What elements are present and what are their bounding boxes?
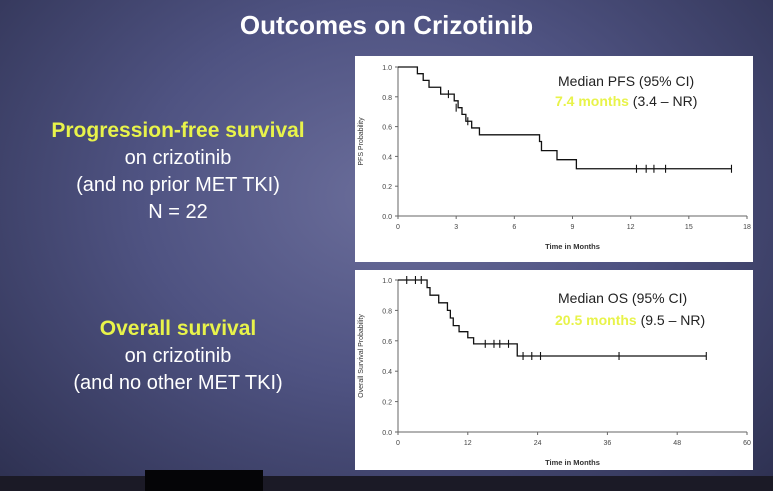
os-xtick-label: 60: [743, 440, 751, 447]
pfs-median-ci: (3.4 – NR): [629, 93, 697, 109]
os-xtick-label: 48: [673, 440, 681, 447]
projector-bottom-edge: [0, 476, 773, 491]
pfs-ytick-label: 0.2: [382, 184, 392, 191]
pfs-xtick-label: 6: [512, 224, 516, 231]
os-ytick-label: 0.8: [382, 308, 392, 315]
pfs-xtick-label: 18: [743, 224, 751, 231]
pfs-ytick-label: 0.8: [382, 95, 392, 102]
os-x-axis-label: Time in Months: [545, 458, 600, 467]
os-median-ci: (9.5 – NR): [637, 312, 705, 328]
pfs-xtick-label: 12: [627, 224, 635, 231]
os-heading: Overall survival: [99, 317, 257, 340]
os-ytick-label: 0.2: [382, 400, 392, 407]
os-line1: on crizotinib: [124, 345, 232, 367]
os-description: Overall survival on crizotinib (and no o…: [8, 315, 348, 397]
os-km-chart: 0.0 0.2 0.4 0.6 0.8 1.0 0 12 24 36 48 60 Time in Mon…: [355, 270, 753, 470]
os-xtick-label: 0: [396, 440, 400, 447]
pfs-xtick-label: 9: [571, 224, 575, 231]
pfs-heading: Progression-free survival: [51, 119, 305, 142]
os-km-curve: [398, 279, 707, 357]
pfs-xtick-label: 3: [454, 224, 458, 231]
pfs-km-chart: 0.0 0.2 0.4 0.6 0.8 1.0 0 3 6 9 12 15 18 Time in Mont…: [355, 56, 753, 262]
pfs-median-value: 7.4 months: [555, 93, 629, 109]
os-xtick-label: 24: [534, 440, 542, 447]
pfs-xtick-label: 15: [685, 224, 693, 231]
os-xtick-label: 36: [604, 440, 612, 447]
pfs-y-axis-label: PFS Probability: [358, 117, 365, 166]
os-ytick-label: 1.0: [382, 278, 392, 285]
pfs-median-line: 7.4 months (3.4 – NR): [555, 93, 697, 109]
pfs-ytick-label: 0.4: [382, 154, 392, 161]
pfs-panel-bg: [355, 56, 753, 262]
os-panel-bg: [355, 270, 753, 470]
pfs-line2: (and no prior MET TKI): [76, 174, 280, 196]
pfs-line1: on crizotinib: [124, 147, 232, 169]
pfs-km-curve: [398, 66, 732, 170]
pfs-median-title: Median PFS (95% CI): [558, 73, 694, 89]
os-line2: (and no other MET TKI): [73, 372, 283, 394]
pfs-n: N = 22: [148, 201, 208, 223]
os-xtick-label: 12: [464, 440, 472, 447]
os-ytick-label: 0.6: [382, 339, 392, 346]
pfs-xtick-label: 0: [396, 224, 400, 231]
slide-title: Outcomes on Crizotinib: [239, 10, 534, 40]
projector-dark-patch: [145, 470, 263, 491]
pfs-x-axis-label: Time in Months: [545, 242, 600, 251]
os-y-axis-label: Overall Survival Probability: [358, 314, 365, 398]
os-median-line: 20.5 months (9.5 – NR): [555, 312, 705, 328]
pfs-ytick-label: 1.0: [382, 65, 392, 72]
os-median-title: Median OS (95% CI): [558, 290, 687, 306]
pfs-ytick-label: 0.0: [382, 214, 392, 221]
pfs-description: Progression-free survival on crizotinib …: [8, 117, 348, 226]
pfs-ytick-label: 0.6: [382, 125, 392, 132]
os-ytick-label: 0.0: [382, 430, 392, 437]
os-median-value: 20.5 months: [555, 312, 637, 328]
os-ytick-label: 0.4: [382, 369, 392, 376]
